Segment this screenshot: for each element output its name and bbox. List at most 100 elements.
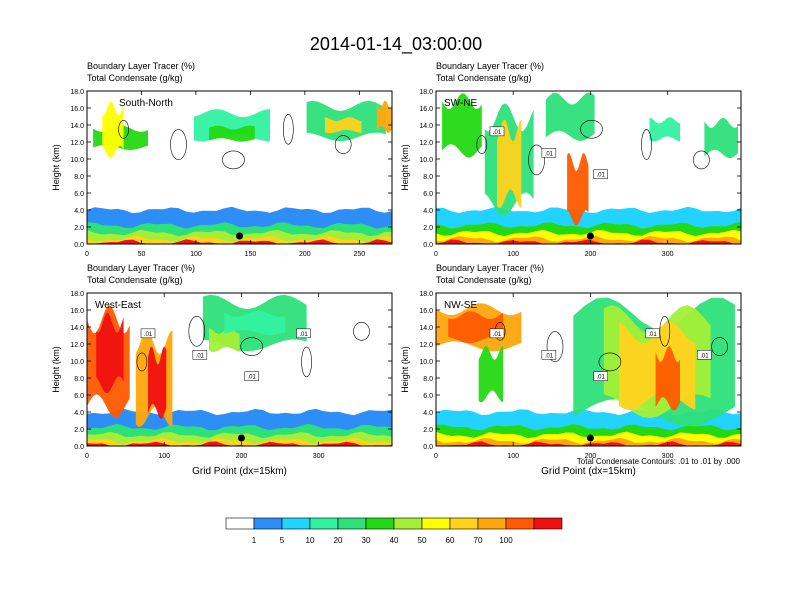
colorbar-label: 50: [418, 536, 427, 545]
colorbar-cell: [253, 517, 283, 530]
colorbar-cell: [337, 517, 367, 530]
tracer-band: [87, 239, 392, 244]
y-tick-label: 16.0: [70, 106, 84, 113]
contour-line: [240, 337, 263, 356]
y-tick-label: 18.0: [70, 291, 84, 298]
colorbar-cell: [533, 517, 563, 530]
colorbar-cell: [421, 517, 451, 530]
x-tick-label: 200: [585, 453, 597, 460]
contour-line: [282, 114, 294, 145]
y-tick-label: 16.0: [419, 106, 433, 113]
panel-title-line2: Total Condensate (g/kg): [87, 73, 183, 83]
cloud-patch: [497, 119, 522, 209]
contour-line: [598, 352, 622, 372]
y-tick-label: 6.0: [423, 191, 433, 198]
contour-label: .01: [648, 332, 657, 338]
y-tick-label: 0.0: [423, 242, 433, 249]
heatmap-field: .01 .01 .01 .01: [87, 294, 392, 446]
contour-line: [118, 120, 129, 139]
cloud-patch: [148, 346, 167, 419]
colorbar-cell: [477, 517, 507, 530]
y-tick-label: 4.0: [74, 208, 84, 215]
contour-label-box: [593, 371, 608, 381]
heatmap-field: .01 .01 .01: [436, 92, 741, 244]
cloud-patch: [209, 327, 240, 352]
figure-title: 2014-01-14_03:00:00: [310, 34, 482, 55]
y-tick-label: 8.0: [74, 174, 84, 181]
contour-line: [546, 331, 564, 362]
panel-3: Boundary Layer Tracer (%) Total Condensat…: [400, 263, 742, 477]
y-tick-label: 2.0: [74, 427, 84, 434]
contour-label-box: [645, 328, 660, 339]
contour-line: [641, 129, 652, 160]
panel-title-line1: Boundary Layer Tracer (%): [87, 61, 195, 71]
x-tick-label: 0: [434, 453, 438, 460]
contour-label-box: [140, 328, 156, 339]
contour-label: .01: [597, 375, 606, 381]
y-tick-label: 14.0: [70, 325, 84, 332]
panel-label: NW-SE: [444, 300, 477, 311]
y-tick-label: 0.0: [423, 444, 433, 451]
x-tick-label: 300: [313, 453, 325, 460]
colorbar-label: 10: [306, 536, 315, 545]
contour-label: .01: [545, 353, 554, 359]
y-tick-label: 6.0: [74, 191, 84, 198]
contour-label: .01: [597, 173, 606, 179]
y-axis-label: Height (km): [400, 346, 410, 393]
location-marker: [586, 232, 594, 240]
location-marker: [586, 434, 594, 442]
y-tick-label: 18.0: [419, 89, 433, 96]
contour-label: .01: [545, 151, 554, 157]
cloud-patch: [478, 345, 504, 403]
panel-label: West-East: [95, 300, 141, 311]
x-tick-label: 250: [353, 251, 365, 258]
panel-title-line1: Boundary Layer Tracer (%): [436, 61, 544, 71]
colorbar-label: 20: [334, 536, 343, 545]
colorbar-label: 30: [362, 536, 371, 545]
panel-title-line1: Boundary Layer Tracer (%): [436, 263, 544, 273]
cloud-patch: [704, 117, 738, 158]
plot-frame: [435, 292, 742, 447]
contour-label: .01: [493, 130, 502, 136]
x-tick-label: 0: [434, 251, 438, 258]
contour-footnote: Total Condensate Contours: .01 to .01 by…: [577, 457, 741, 466]
contour-label: .01: [196, 353, 205, 359]
panel-title-line2: Total Condensate (g/kg): [436, 73, 532, 83]
y-tick-label: 10.0: [419, 157, 433, 164]
panel-2: Boundary Layer Tracer (%) Total Condensat…: [51, 263, 393, 477]
contour-line: [476, 135, 488, 154]
x-tick-label: 200: [585, 251, 597, 258]
y-axis-label: Height (km): [51, 144, 61, 191]
contour-label-box: [541, 350, 557, 360]
y-tick-label: 10.0: [70, 359, 84, 366]
y-tick-label: 6.0: [74, 393, 84, 400]
cloud-patch: [442, 93, 482, 158]
y-axis-label: Height (km): [51, 346, 61, 393]
y-tick-label: 4.0: [423, 410, 433, 417]
colorbar-cell: [505, 517, 535, 530]
y-tick-label: 8.0: [74, 376, 84, 383]
x-tick-label: 200: [236, 453, 248, 460]
y-tick-label: 12.0: [70, 342, 84, 349]
x-tick-label: 100: [507, 453, 519, 460]
y-tick-label: 12.0: [70, 140, 84, 147]
panel-title-line2: Total Condensate (g/kg): [87, 275, 183, 285]
location-marker: [236, 232, 243, 240]
x-axis-label: Grid Point (dx=15km): [192, 466, 287, 477]
colorbar-label: 1: [252, 536, 257, 545]
plot-frame: [86, 90, 393, 245]
y-tick-label: 2.0: [423, 427, 433, 434]
cloud-patch: [448, 311, 504, 344]
tracer-band: [436, 441, 741, 446]
cloud-patch: [567, 152, 589, 226]
contour-label-box: [296, 328, 311, 339]
y-tick-label: 10.0: [419, 359, 433, 366]
contour-line: [711, 337, 728, 356]
contour-label: .01: [493, 332, 502, 338]
x-tick-label: 300: [662, 251, 674, 258]
contour-line: [693, 150, 710, 170]
contour-line: [528, 144, 545, 176]
x-axis-label: Grid Point (dx=15km): [541, 466, 636, 477]
panel-title-line1: Boundary Layer Tracer (%): [87, 263, 195, 273]
